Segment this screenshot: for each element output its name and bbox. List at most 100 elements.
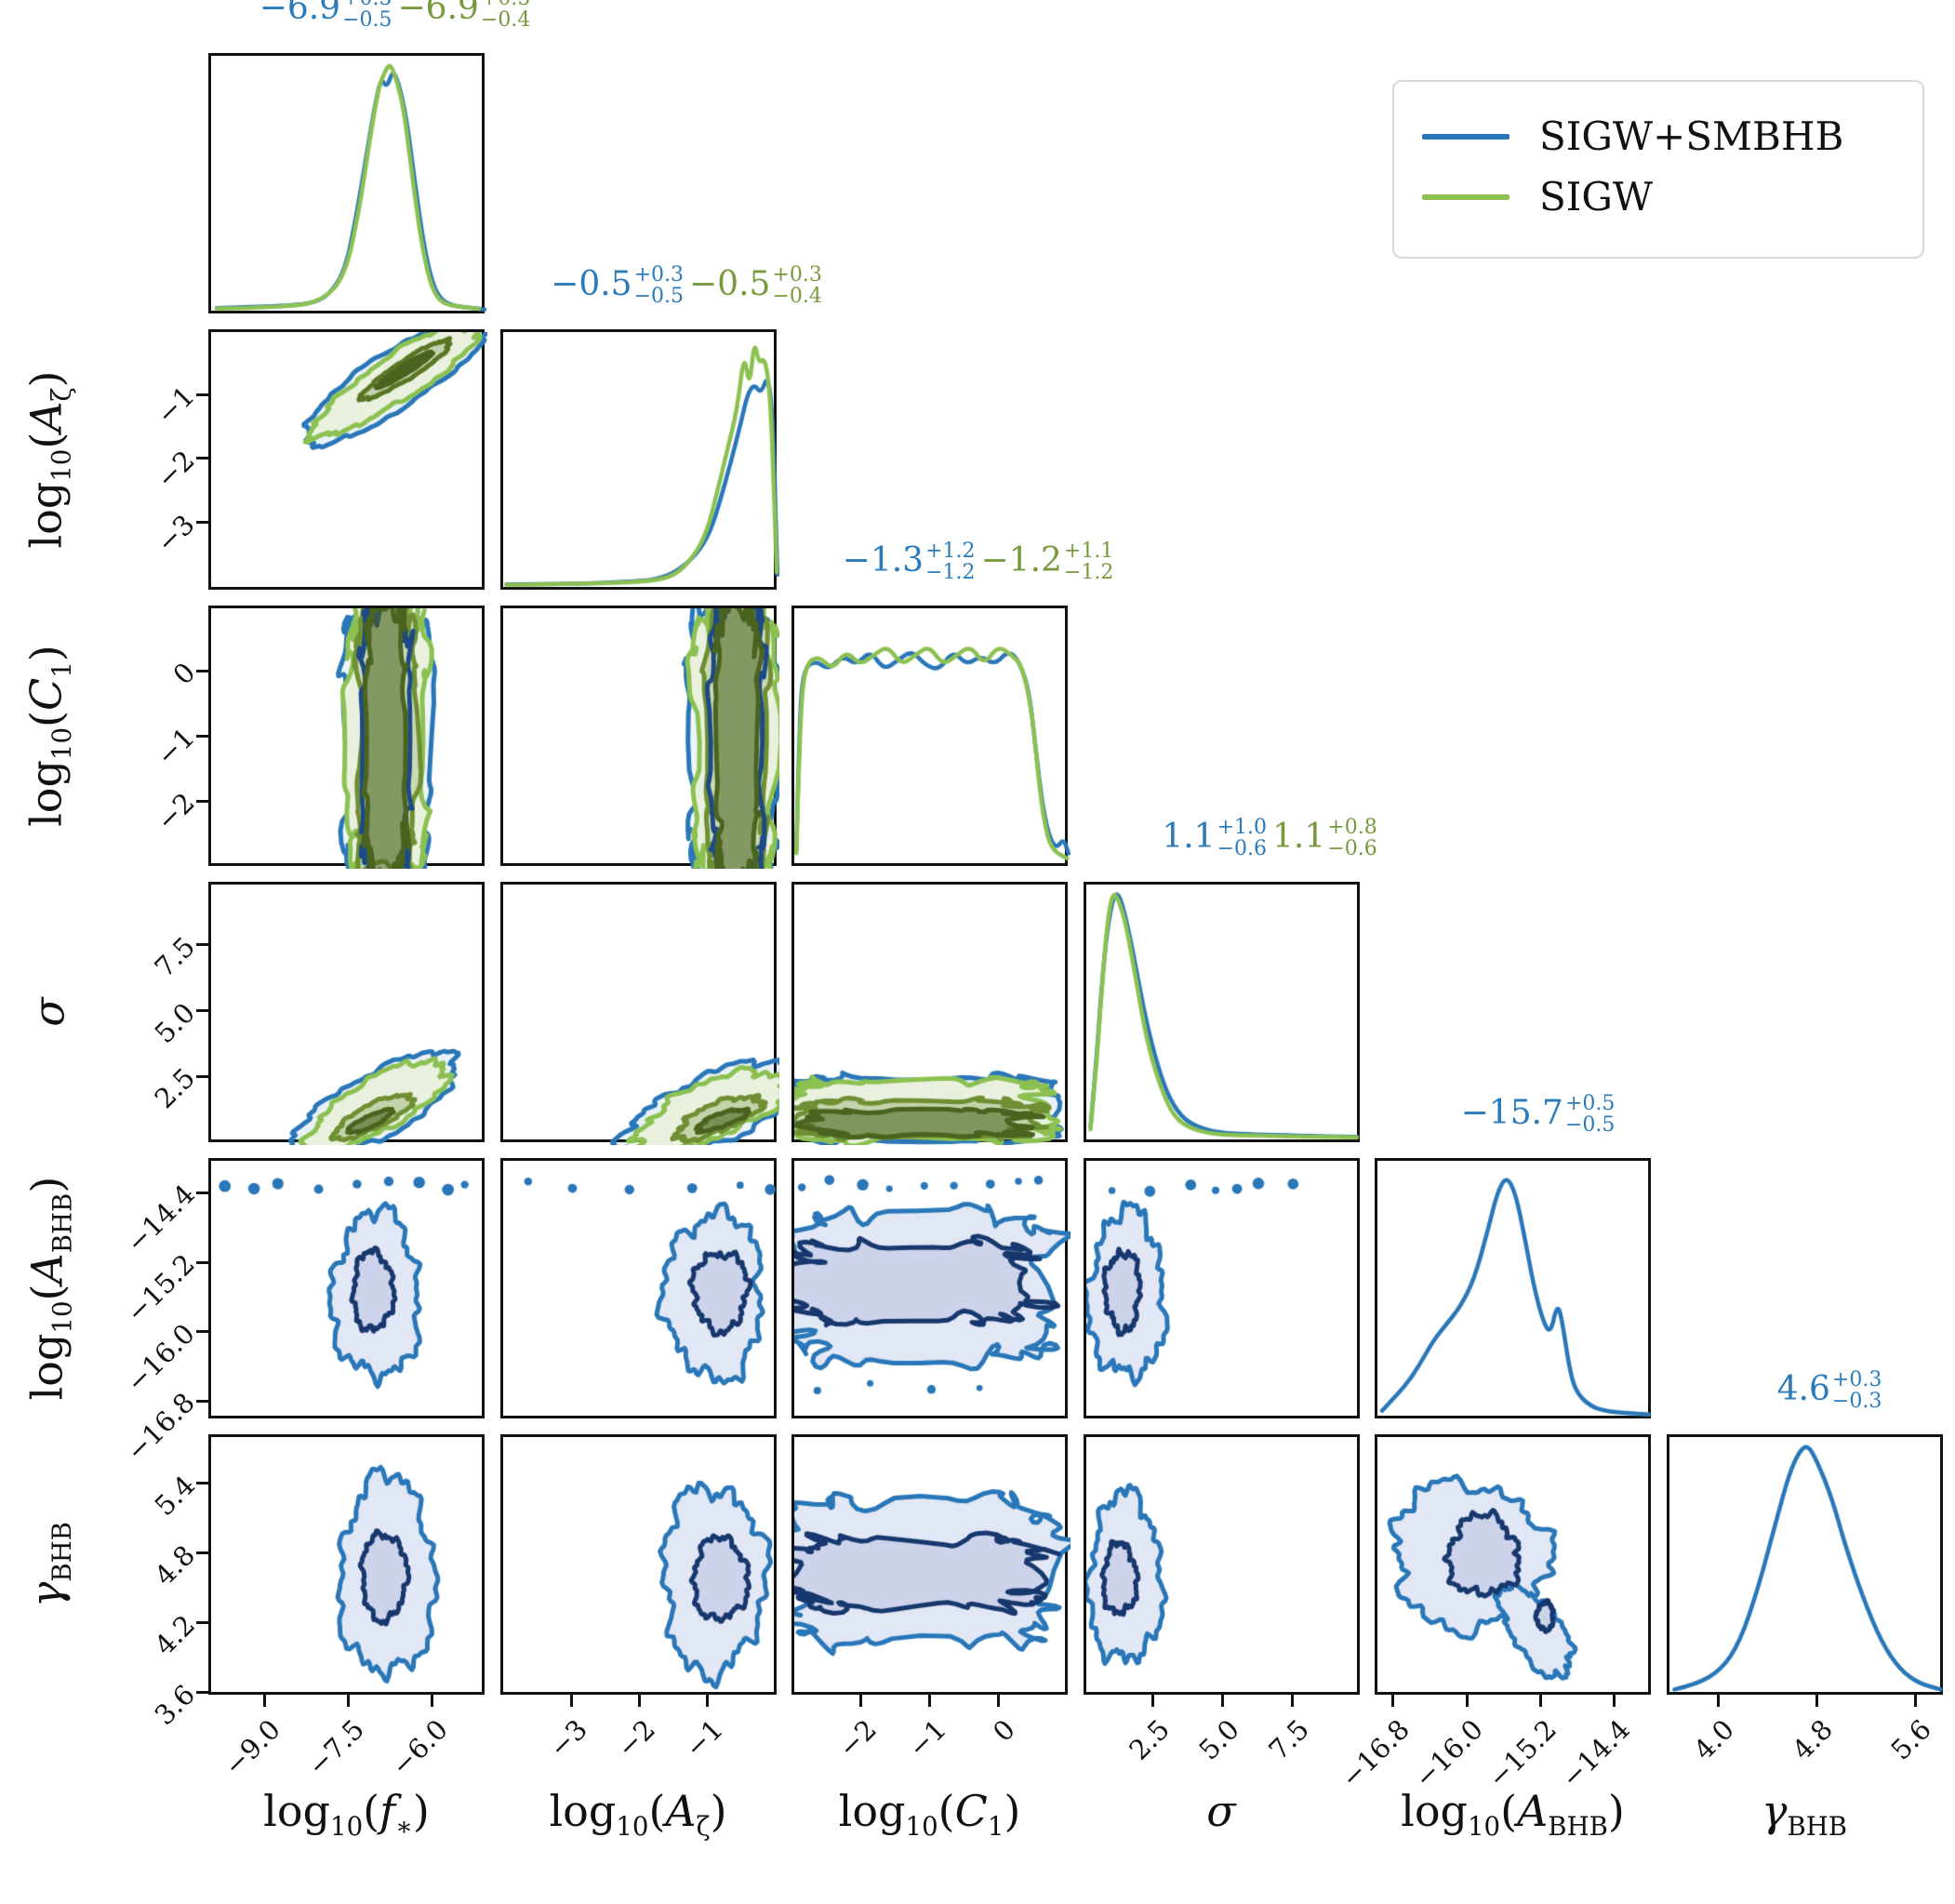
legend-swatch-sigw bbox=[1422, 193, 1509, 200]
panel-r5c1 bbox=[208, 1158, 487, 1421]
title-value: −0.5 +0.3 −0.4 bbox=[689, 263, 822, 309]
x-tick bbox=[637, 1695, 641, 1707]
x-tick-label: 5.6 bbox=[1884, 1713, 1938, 1766]
panel-r2c1 bbox=[208, 329, 487, 593]
x-tick bbox=[928, 1695, 931, 1707]
legend-item-sigw-smbhb: SIGW+SMBHB bbox=[1422, 113, 1895, 159]
x-tick-label: 2.5 bbox=[1122, 1713, 1176, 1766]
y-tick-label: 4.2 bbox=[148, 1608, 202, 1661]
panel-r5c3 bbox=[791, 1158, 1071, 1421]
x-tick bbox=[1538, 1695, 1542, 1707]
panel-r3c3 bbox=[791, 606, 1071, 869]
x-tick-label: −9.0 bbox=[218, 1713, 287, 1782]
title-value: 1.1 +1.0 −0.6 bbox=[1162, 816, 1267, 861]
diagonal-title-3: −1.3 +1.2 −1.2 −1.2 +1.1 −1.2 bbox=[842, 539, 1120, 587]
x-tick bbox=[430, 1695, 433, 1707]
x-tick bbox=[1221, 1695, 1224, 1707]
legend: SIGW+SMBHB SIGW bbox=[1392, 80, 1924, 259]
x-tick-label: −1 bbox=[678, 1713, 730, 1764]
title-value: −6.9+0.5−0.4 bbox=[397, 0, 531, 33]
diagonal-title-4: 1.1 +1.0 −0.6 1.1 +0.8 −0.6 bbox=[1162, 816, 1382, 863]
y-tick-label: 5.4 bbox=[148, 1469, 202, 1522]
y-tick-label: −15.2 bbox=[120, 1247, 202, 1329]
legend-label: SIGW+SMBHB bbox=[1539, 113, 1844, 159]
y-tick bbox=[196, 1074, 208, 1078]
panel-r6c5 bbox=[1375, 1434, 1654, 1698]
y-tick bbox=[196, 521, 208, 525]
title-value: 1.1 +0.8 −0.6 bbox=[1272, 816, 1377, 861]
title-value: −0.5 +0.3 −0.5 bbox=[551, 263, 684, 309]
y-tick bbox=[196, 799, 208, 803]
y-tick bbox=[196, 393, 208, 396]
y-tick bbox=[196, 1551, 208, 1554]
x-tick-label: −3 bbox=[542, 1713, 594, 1764]
x-tick-label: 4.8 bbox=[1786, 1713, 1840, 1766]
panel-r5c2 bbox=[499, 1158, 779, 1421]
axis-label-x-f: log10(f∗) bbox=[263, 1786, 430, 1843]
axis-label-text: log10(ABHB) bbox=[20, 1176, 78, 1401]
axis-label-y-C: log10(C1) bbox=[13, 606, 86, 866]
y-tick bbox=[196, 1482, 208, 1485]
x-tick bbox=[705, 1695, 709, 1707]
y-tick bbox=[196, 943, 208, 947]
axis-label-y-A: log10(Aζ) bbox=[13, 329, 86, 590]
panel-r5c4 bbox=[1083, 1158, 1363, 1421]
x-tick bbox=[858, 1695, 862, 1707]
axis-label-text: log10(C1) bbox=[20, 645, 78, 827]
x-tick-label: −2 bbox=[832, 1713, 884, 1764]
x-tick-label: −15.2 bbox=[1482, 1713, 1563, 1794]
x-tick-label: −16.0 bbox=[1408, 1713, 1490, 1794]
axis-label-text: σ bbox=[24, 997, 74, 1027]
y-tick-label: −2 bbox=[150, 444, 202, 495]
y-tick-label: 7.5 bbox=[148, 930, 202, 984]
y-tick bbox=[196, 734, 208, 738]
x-tick-label: −16.8 bbox=[1334, 1713, 1416, 1794]
y-tick-label: 5.0 bbox=[148, 996, 202, 1049]
panel-r6c3 bbox=[791, 1434, 1071, 1698]
x-tick bbox=[1291, 1695, 1294, 1707]
x-tick-label: 5.0 bbox=[1191, 1713, 1245, 1766]
x-tick-label: −6.0 bbox=[385, 1713, 455, 1782]
y-tick bbox=[196, 1691, 208, 1694]
panel-r6c4 bbox=[1083, 1434, 1363, 1698]
panel-r3c2 bbox=[499, 606, 779, 869]
y-tick bbox=[196, 1009, 208, 1013]
panel-r4c2 bbox=[499, 882, 779, 1145]
x-tick-label: 7.5 bbox=[1261, 1713, 1315, 1766]
x-tick-label: 0 bbox=[986, 1713, 1021, 1749]
y-tick-label: 2.5 bbox=[148, 1061, 202, 1115]
y-tick-label: 0 bbox=[166, 656, 202, 691]
panel-r4c4 bbox=[1083, 882, 1363, 1145]
x-tick bbox=[1391, 1695, 1395, 1707]
x-tick-label: −14.4 bbox=[1555, 1713, 1637, 1794]
x-tick-label: 4.0 bbox=[1687, 1713, 1741, 1766]
y-tick bbox=[196, 1330, 208, 1334]
x-tick-label: −2 bbox=[610, 1713, 662, 1764]
diagonal-title-2: −0.5 +0.3 −0.5 −0.5 +0.3 −0.4 bbox=[551, 263, 828, 311]
diagonal-title-6: 4.6 +0.3 −0.3 bbox=[1776, 1368, 1888, 1416]
y-tick bbox=[196, 1621, 208, 1624]
panel-r1c1 bbox=[208, 53, 487, 316]
title-value: −1.3 +1.2 −1.2 bbox=[842, 539, 976, 585]
x-tick-label: −7.5 bbox=[301, 1713, 371, 1782]
panel-r3c1 bbox=[208, 606, 487, 869]
x-tick-label: −1 bbox=[901, 1713, 952, 1764]
axis-label-y-s: σ bbox=[13, 882, 86, 1142]
y-tick-label: −16.0 bbox=[120, 1317, 202, 1399]
title-value: −6.9+0.5−0.5 bbox=[259, 0, 392, 33]
title-value: 4.6 +0.3 −0.3 bbox=[1776, 1368, 1882, 1414]
y-tick bbox=[196, 1260, 208, 1264]
axis-label-x-C: log10(C1) bbox=[838, 1786, 1021, 1843]
y-tick-label: 3.6 bbox=[148, 1678, 202, 1731]
x-tick bbox=[1465, 1695, 1469, 1707]
panel-r2c2 bbox=[499, 329, 779, 593]
x-tick bbox=[997, 1695, 1001, 1707]
x-tick bbox=[1151, 1695, 1154, 1707]
x-tick bbox=[1913, 1695, 1917, 1707]
y-tick-label: −2 bbox=[150, 786, 202, 837]
axis-label-x-A: log10(Aζ) bbox=[549, 1786, 727, 1843]
x-tick bbox=[1716, 1695, 1720, 1707]
y-tick-label: −1 bbox=[150, 379, 202, 432]
axis-label-y-g: γBHB bbox=[13, 1434, 86, 1695]
